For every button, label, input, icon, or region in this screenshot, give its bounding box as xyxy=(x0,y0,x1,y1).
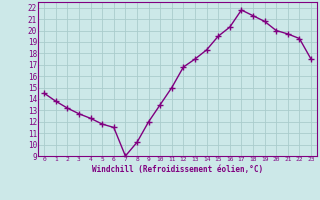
X-axis label: Windchill (Refroidissement éolien,°C): Windchill (Refroidissement éolien,°C) xyxy=(92,165,263,174)
